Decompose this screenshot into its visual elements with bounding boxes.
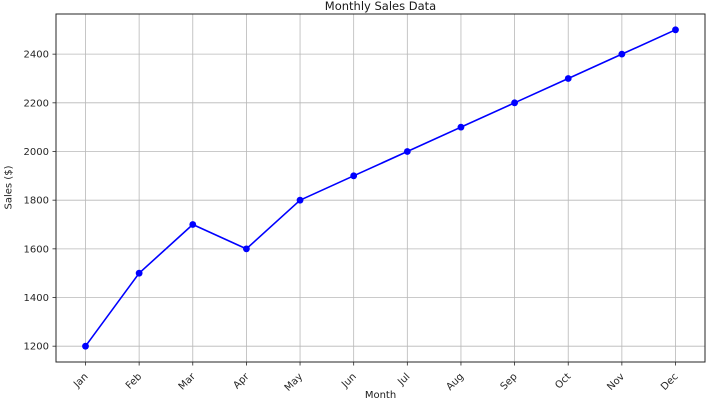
y-axis-label: Sales ($) [3, 165, 15, 210]
sales-line-series [84, 29, 676, 347]
data-point-marker [403, 148, 411, 155]
chart-title: Monthly Sales Data [324, 0, 437, 13]
y-tick-label: 1600 [24, 244, 49, 255]
y-tick-label: 2400 [24, 50, 49, 61]
y-tick-label: 2200 [24, 98, 49, 109]
data-point-marker [296, 196, 304, 204]
data-point-marker [564, 75, 572, 82]
x-tick-label: Jan [71, 371, 90, 390]
data-point-marker [243, 245, 250, 253]
data-point-marker [189, 221, 197, 228]
data-point-marker [457, 123, 465, 131]
data-point-marker [672, 26, 679, 34]
data-point-marker [82, 342, 89, 350]
axes-frame [55, 13, 706, 363]
x-tick-label: Feb [124, 371, 144, 391]
y-tick-label: 1400 [24, 293, 49, 304]
data-point-marker [511, 99, 518, 107]
data-point-marker [618, 50, 626, 58]
y-tick-label: 2000 [24, 147, 49, 158]
x-tick-label: Jun [339, 371, 359, 391]
y-tick-label: 1800 [24, 196, 49, 207]
x-tick-label: Oct [553, 371, 573, 391]
data-point-marker [135, 269, 143, 277]
x-tick-label: Jul [395, 371, 412, 388]
data-point-marker [350, 172, 358, 180]
x-tick-label: Apr [232, 371, 253, 392]
x-axis-label: Month [364, 390, 397, 401]
y-tick-label: 1200 [24, 342, 49, 353]
